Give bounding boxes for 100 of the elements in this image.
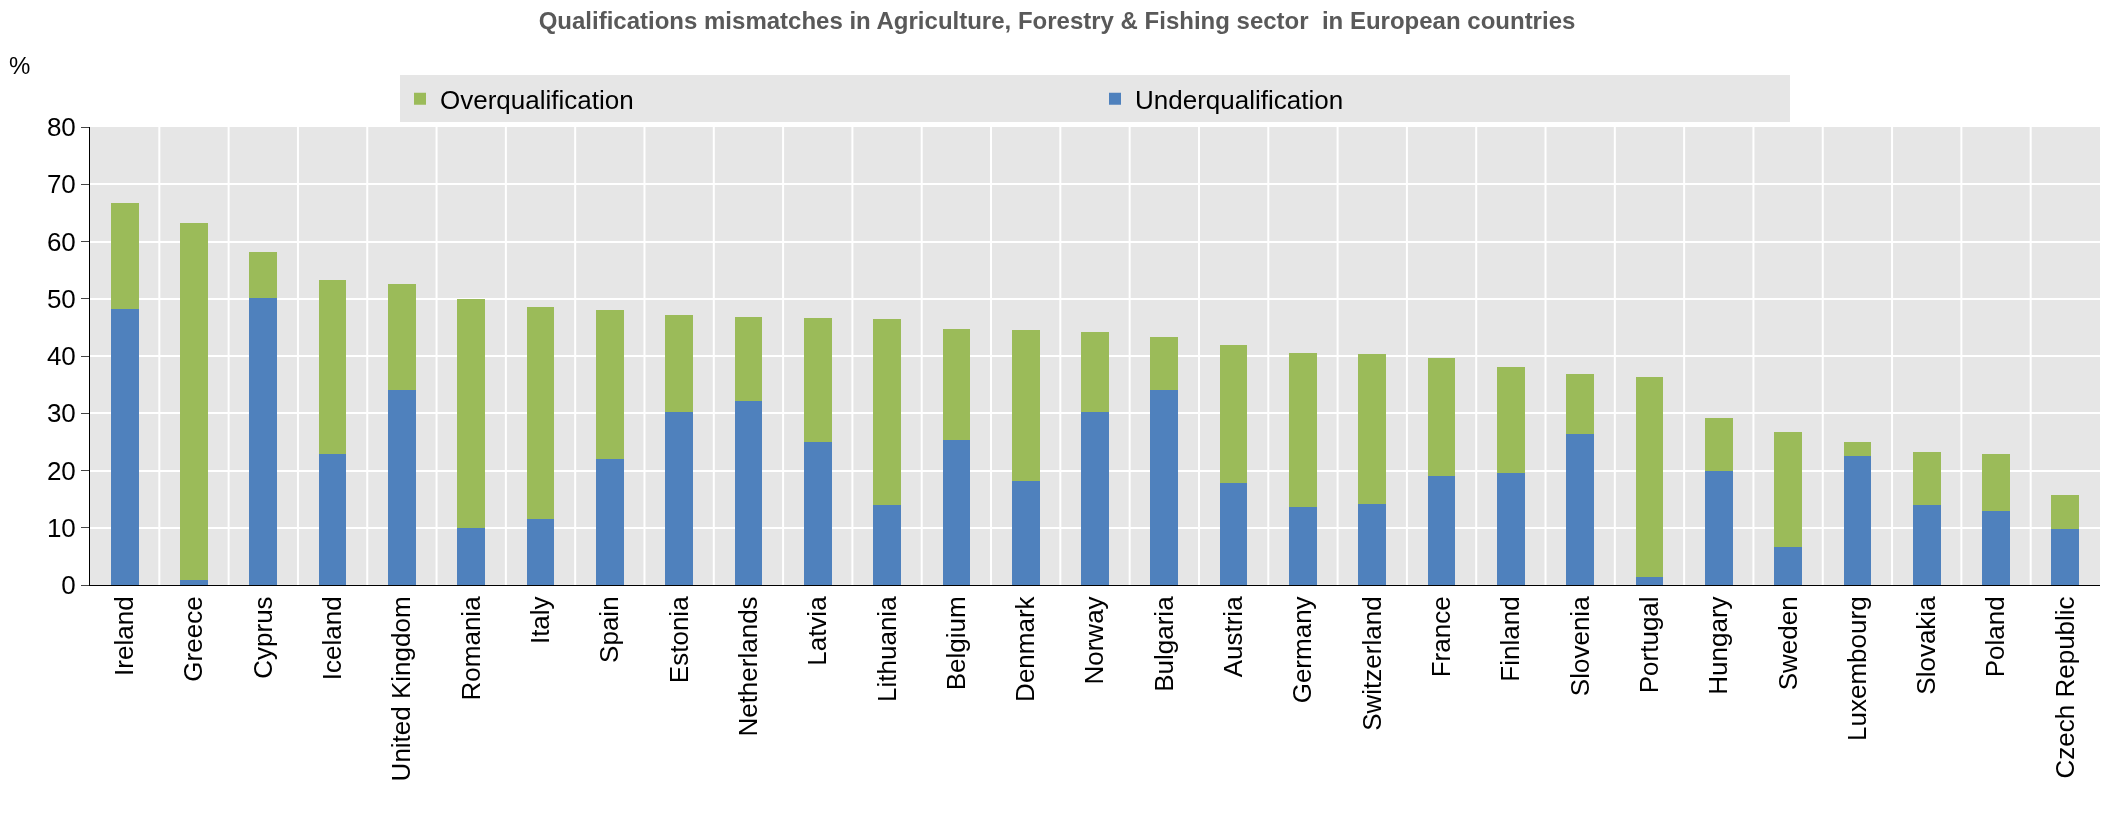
bar (1289, 352, 1317, 507)
x-tick-label: Netherlands (732, 596, 763, 737)
x-tick-label: Poland (1980, 596, 2011, 678)
bar (1635, 377, 1664, 577)
bar (1081, 411, 1109, 585)
bar (1358, 354, 1387, 504)
bar (457, 527, 486, 585)
bar (1150, 336, 1179, 390)
bar (942, 328, 971, 441)
bar (388, 389, 416, 585)
x-tick-label: Germany (1287, 596, 1318, 704)
bar (665, 412, 693, 585)
y-tick-label: 20 (46, 455, 76, 486)
bar (1982, 453, 2010, 511)
x-tick-label: Italy (524, 596, 555, 645)
x-tick-label: Hungary (1703, 596, 1734, 695)
bar (2051, 494, 2080, 530)
bar (110, 202, 139, 310)
bar (318, 280, 347, 455)
x-tick-label: Switzerland (1356, 596, 1387, 731)
chart-title: Qualifications mismatches in Agriculture, Forestry & Fishing sector in European countries (538, 7, 1576, 35)
bar (734, 316, 763, 401)
y-tick-label: 10 (46, 512, 76, 543)
x-tick-label: Lithuania (871, 595, 902, 702)
bar (734, 400, 763, 585)
x-tick-label: Finland (1495, 596, 1526, 682)
y-tick-label: 50 (46, 283, 76, 314)
bar (665, 314, 693, 413)
bar (1427, 357, 1456, 477)
bar (526, 307, 555, 519)
legend-label: Overqualification (440, 84, 634, 115)
bar (1427, 476, 1456, 585)
x-tick-label: Slovakia (1911, 595, 1942, 695)
y-axis-title: % (9, 52, 31, 79)
bar (249, 251, 278, 299)
bar (1081, 331, 1109, 412)
x-tick-label: Belgium (940, 596, 971, 691)
bar (526, 518, 555, 585)
bar (873, 504, 901, 585)
x-tick-label: United Kingdom (386, 596, 417, 782)
bar (942, 440, 971, 585)
bar (1497, 472, 1525, 585)
x-tick-label: Ireland (109, 596, 140, 676)
y-tick-label: 30 (46, 398, 76, 429)
y-tick-label: 80 (46, 112, 76, 143)
y-tick-label: 60 (46, 226, 76, 257)
legend-label: Underqualification (1135, 84, 1344, 115)
bar (388, 283, 416, 390)
x-tick-label: Denmark (1010, 595, 1041, 702)
bar (249, 298, 278, 585)
x-tick-label: Greece (178, 596, 209, 682)
bar (1774, 431, 1802, 547)
x-tick-label: Bulgaria (1148, 595, 1179, 692)
bar (1497, 367, 1525, 473)
bar (1289, 506, 1317, 585)
bar (1566, 373, 1595, 435)
bar (1843, 441, 1872, 456)
bar (318, 454, 347, 585)
y-tick-label: 40 (46, 341, 76, 372)
bar (457, 299, 486, 528)
x-tick-label: Sweden (1772, 596, 1803, 691)
bar (1982, 510, 2010, 585)
x-tick-label: Austria (1218, 595, 1249, 678)
bar (180, 223, 208, 581)
bar (110, 309, 139, 585)
bar (1635, 576, 1664, 585)
bar (595, 459, 624, 585)
bar (1358, 503, 1387, 585)
x-tick-label: Czech Republic (2049, 596, 2080, 779)
bar (803, 442, 832, 585)
bar (1912, 505, 1941, 585)
bar (1011, 330, 1040, 481)
bar (1011, 480, 1040, 585)
bar (180, 580, 208, 585)
bar (1774, 546, 1802, 585)
x-tick-label: Spain (594, 596, 625, 663)
bar (2051, 529, 2080, 585)
x-tick-label: Slovenia (1564, 595, 1595, 697)
x-tick-label: Norway (1079, 596, 1110, 685)
bar (1219, 345, 1248, 484)
x-tick-label: Portugal (1633, 596, 1664, 694)
x-tick-label: Latvia (802, 595, 833, 666)
bar (1566, 434, 1595, 585)
y-tick-label: 0 (61, 570, 76, 601)
bar (803, 317, 832, 443)
x-tick-label: Iceland (317, 596, 348, 681)
bar (1219, 483, 1248, 585)
bar (595, 310, 624, 460)
x-tick-label: Cyprus (247, 596, 278, 679)
y-tick-label: 70 (46, 169, 76, 200)
x-tick-label: Romania (455, 595, 486, 701)
bar (1704, 470, 1733, 585)
bar (873, 319, 901, 505)
bar (1704, 418, 1733, 471)
bar (1843, 455, 1872, 585)
x-tick-label: Luxembourg (1841, 596, 1872, 741)
x-tick-label: Estonia (663, 595, 694, 684)
bar (1912, 452, 1941, 506)
bar (1150, 389, 1179, 585)
x-tick-label: France (1426, 596, 1456, 678)
